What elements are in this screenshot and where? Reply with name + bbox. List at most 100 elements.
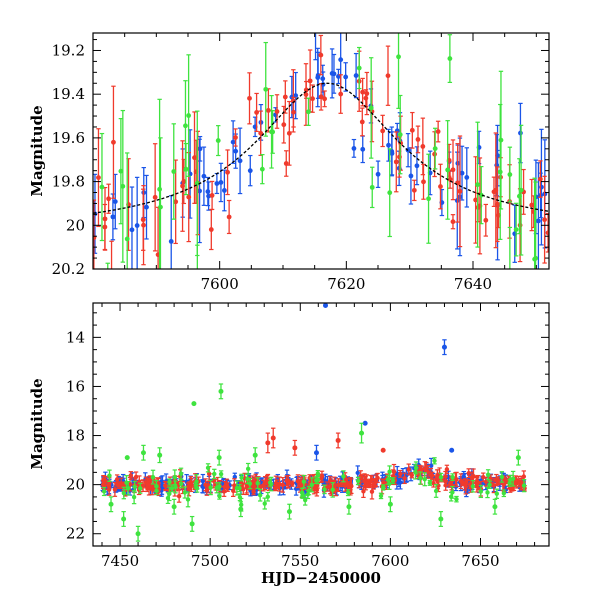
x-tick-label: 7450 [101,552,139,570]
data-point [183,166,189,172]
full-x-axis-label: HJD−2450000 [261,569,381,587]
data-point [201,173,207,179]
data-point [537,176,543,182]
full-axis-ticks: 7450 7500 7550 7600 7650 14 16 18 20 22 [66,303,549,570]
zoomed-y-axis-label: Magnitude [28,105,46,196]
data-point [194,479,199,484]
data-point [307,475,312,481]
data-point [387,190,393,196]
data-point [415,137,421,142]
data-point [409,127,415,133]
data-point [111,139,116,145]
data-point [402,476,407,481]
data-point [208,227,214,232]
data-point [183,123,188,129]
data-point [180,183,185,189]
data-point [393,159,399,165]
data-point [355,470,360,476]
data-point [226,214,232,220]
data-point [445,167,451,173]
data-point [303,92,309,97]
data-point [205,465,211,471]
data-point [218,388,224,394]
data-point [129,227,135,233]
data-point [263,86,269,92]
data-point [131,494,137,500]
full-plot-frame [92,302,550,547]
data-point [380,128,386,134]
data-point [274,109,280,114]
data-point [375,171,381,177]
data-point [518,130,523,136]
data-point [169,486,175,491]
data-point [501,491,507,496]
data-point [118,168,124,174]
data-point [406,467,411,472]
data-point [162,483,168,488]
data-point [368,105,374,111]
data-point [427,480,433,486]
data-point [216,455,222,461]
data-point [373,478,379,483]
x-tick-label: 7550 [281,552,319,570]
data-point [281,122,287,128]
data-point [536,218,541,224]
data-point [421,179,426,185]
data-point [323,303,329,308]
x-tick-label: 7620 [327,275,365,293]
data-point [450,490,455,495]
data-point [378,493,384,499]
y-tick-label: 19.8 [52,173,85,191]
data-point [360,89,366,95]
data-point [239,475,244,480]
data-point [178,471,184,476]
data-point [218,471,224,477]
data-point [424,465,429,470]
data-point [363,95,369,101]
data-point [515,455,521,461]
data-point [458,478,464,484]
data-point [195,330,200,335]
full-y-axis-label: Magnitude [28,378,46,469]
data-point [282,94,288,100]
data-point [167,479,172,485]
data-point [339,481,344,486]
data-point [521,474,527,479]
data-point [368,479,373,484]
data-point [432,458,437,464]
data-point [345,490,351,495]
data-point [361,489,366,494]
data-point [470,484,476,489]
data-point [315,72,321,78]
data-point [182,490,188,495]
data-point [409,473,414,478]
data-point [132,484,137,489]
data-point [491,189,497,195]
data-point [262,501,267,506]
data-point [318,52,324,58]
data-point [449,447,455,453]
full-lightcurve-panel: 7450 7500 7550 7600 7650 14 16 18 20 22 Magnitude… [28,302,550,587]
data-point [474,482,480,487]
data-point [245,476,250,482]
data-point [517,222,523,228]
data-point [338,57,344,63]
data-point [435,474,440,480]
data-point [443,482,448,488]
data-point [286,130,292,136]
data-point [478,489,484,494]
data-point [313,477,319,483]
data-point [286,481,291,486]
data-point [283,161,289,166]
data-point [171,169,177,174]
data-point [441,344,447,350]
data-point [171,504,177,510]
data-point [307,78,313,84]
data-point [335,437,341,443]
data-point [105,292,110,297]
data-point [529,202,535,208]
data-point [231,488,236,493]
data-point [137,486,143,491]
data-point [194,180,200,186]
data-point [254,110,260,115]
